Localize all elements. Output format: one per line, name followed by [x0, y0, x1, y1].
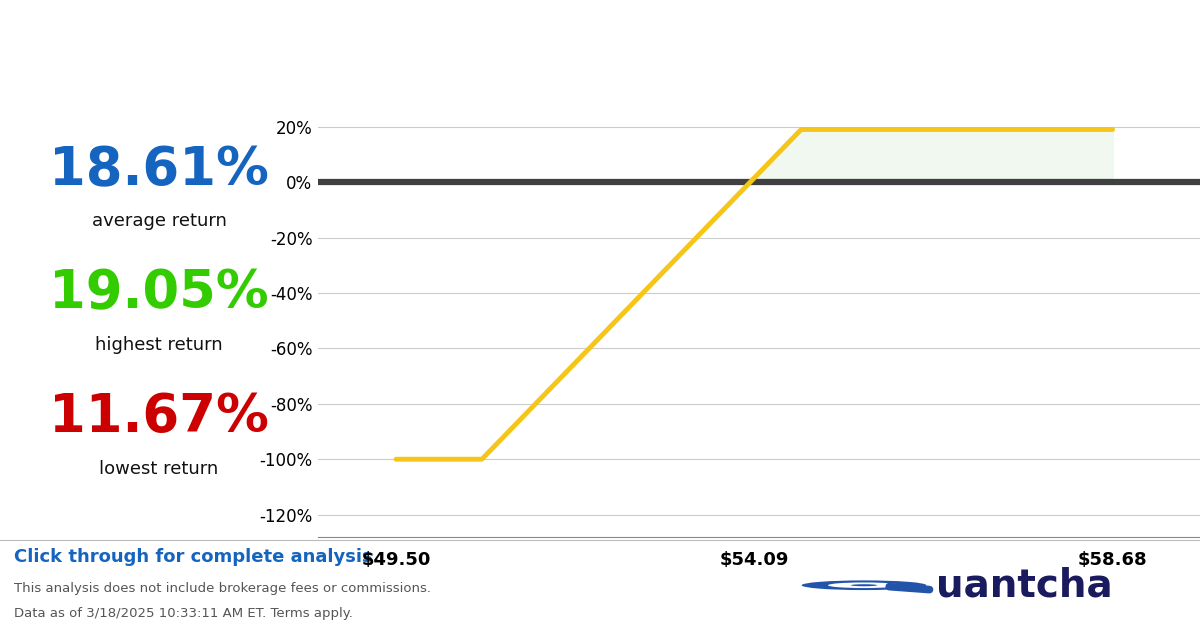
- Text: 19.05%: 19.05%: [49, 268, 269, 319]
- Text: Click through for complete analysis.: Click through for complete analysis.: [14, 548, 380, 566]
- Text: 11.67%: 11.67%: [49, 391, 269, 444]
- Text: uantcha: uantcha: [936, 566, 1112, 604]
- Text: highest return: highest return: [95, 336, 223, 354]
- Text: 18.61%: 18.61%: [49, 144, 269, 196]
- Text: average return: average return: [91, 212, 227, 230]
- Circle shape: [828, 583, 900, 588]
- Text: Data as of 3/18/2025 10:33:11 AM ET. Terms apply.: Data as of 3/18/2025 10:33:11 AM ET. Ter…: [14, 607, 353, 620]
- Text: Bull Call Spread analysis for $54.69-$58.09 model on 17-Apr-2025: Bull Call Spread analysis for $54.69-$58…: [22, 77, 637, 100]
- Text: This analysis does not include brokerage fees or commissions.: This analysis does not include brokerage…: [14, 581, 432, 595]
- Text: MPLX LP (MPLX): MPLX LP (MPLX): [22, 14, 408, 56]
- Text: lowest return: lowest return: [100, 459, 218, 478]
- Circle shape: [851, 584, 877, 587]
- Circle shape: [802, 580, 926, 590]
